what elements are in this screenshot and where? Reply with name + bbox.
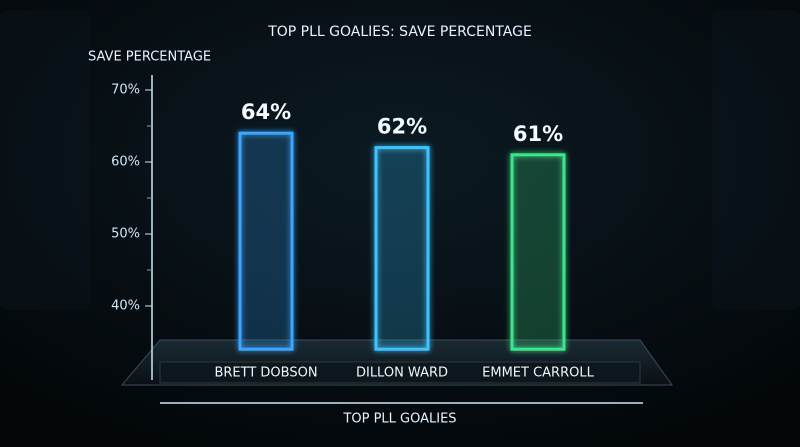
bar: [510, 153, 566, 351]
side-panel: [712, 10, 800, 310]
bar: [238, 131, 294, 351]
value-label: 61%: [513, 122, 563, 146]
y-tick-label: 40%: [111, 299, 140, 314]
chart-title: TOP PLL GOALIES: SAVE PERCENTAGE: [267, 24, 532, 40]
y-axis-label: SAVE PERCENTAGE: [88, 50, 211, 65]
y-tick-label: 70%: [111, 83, 140, 98]
y-tick-label: 50%: [111, 227, 140, 242]
x-tick-label: DILLON WARD: [356, 366, 448, 381]
value-label: 62%: [377, 115, 427, 139]
value-label: 64%: [241, 100, 291, 124]
bar: [374, 146, 430, 351]
y-tick-label: 60%: [111, 155, 140, 170]
x-tick-label: BRETT DOBSON: [214, 366, 317, 381]
label-strip: [159, 361, 641, 384]
x-axis-label: TOP PLL GOALIES: [342, 412, 456, 427]
side-panel: [0, 10, 90, 310]
x-tick-label: EMMET CARROLL: [482, 366, 594, 381]
